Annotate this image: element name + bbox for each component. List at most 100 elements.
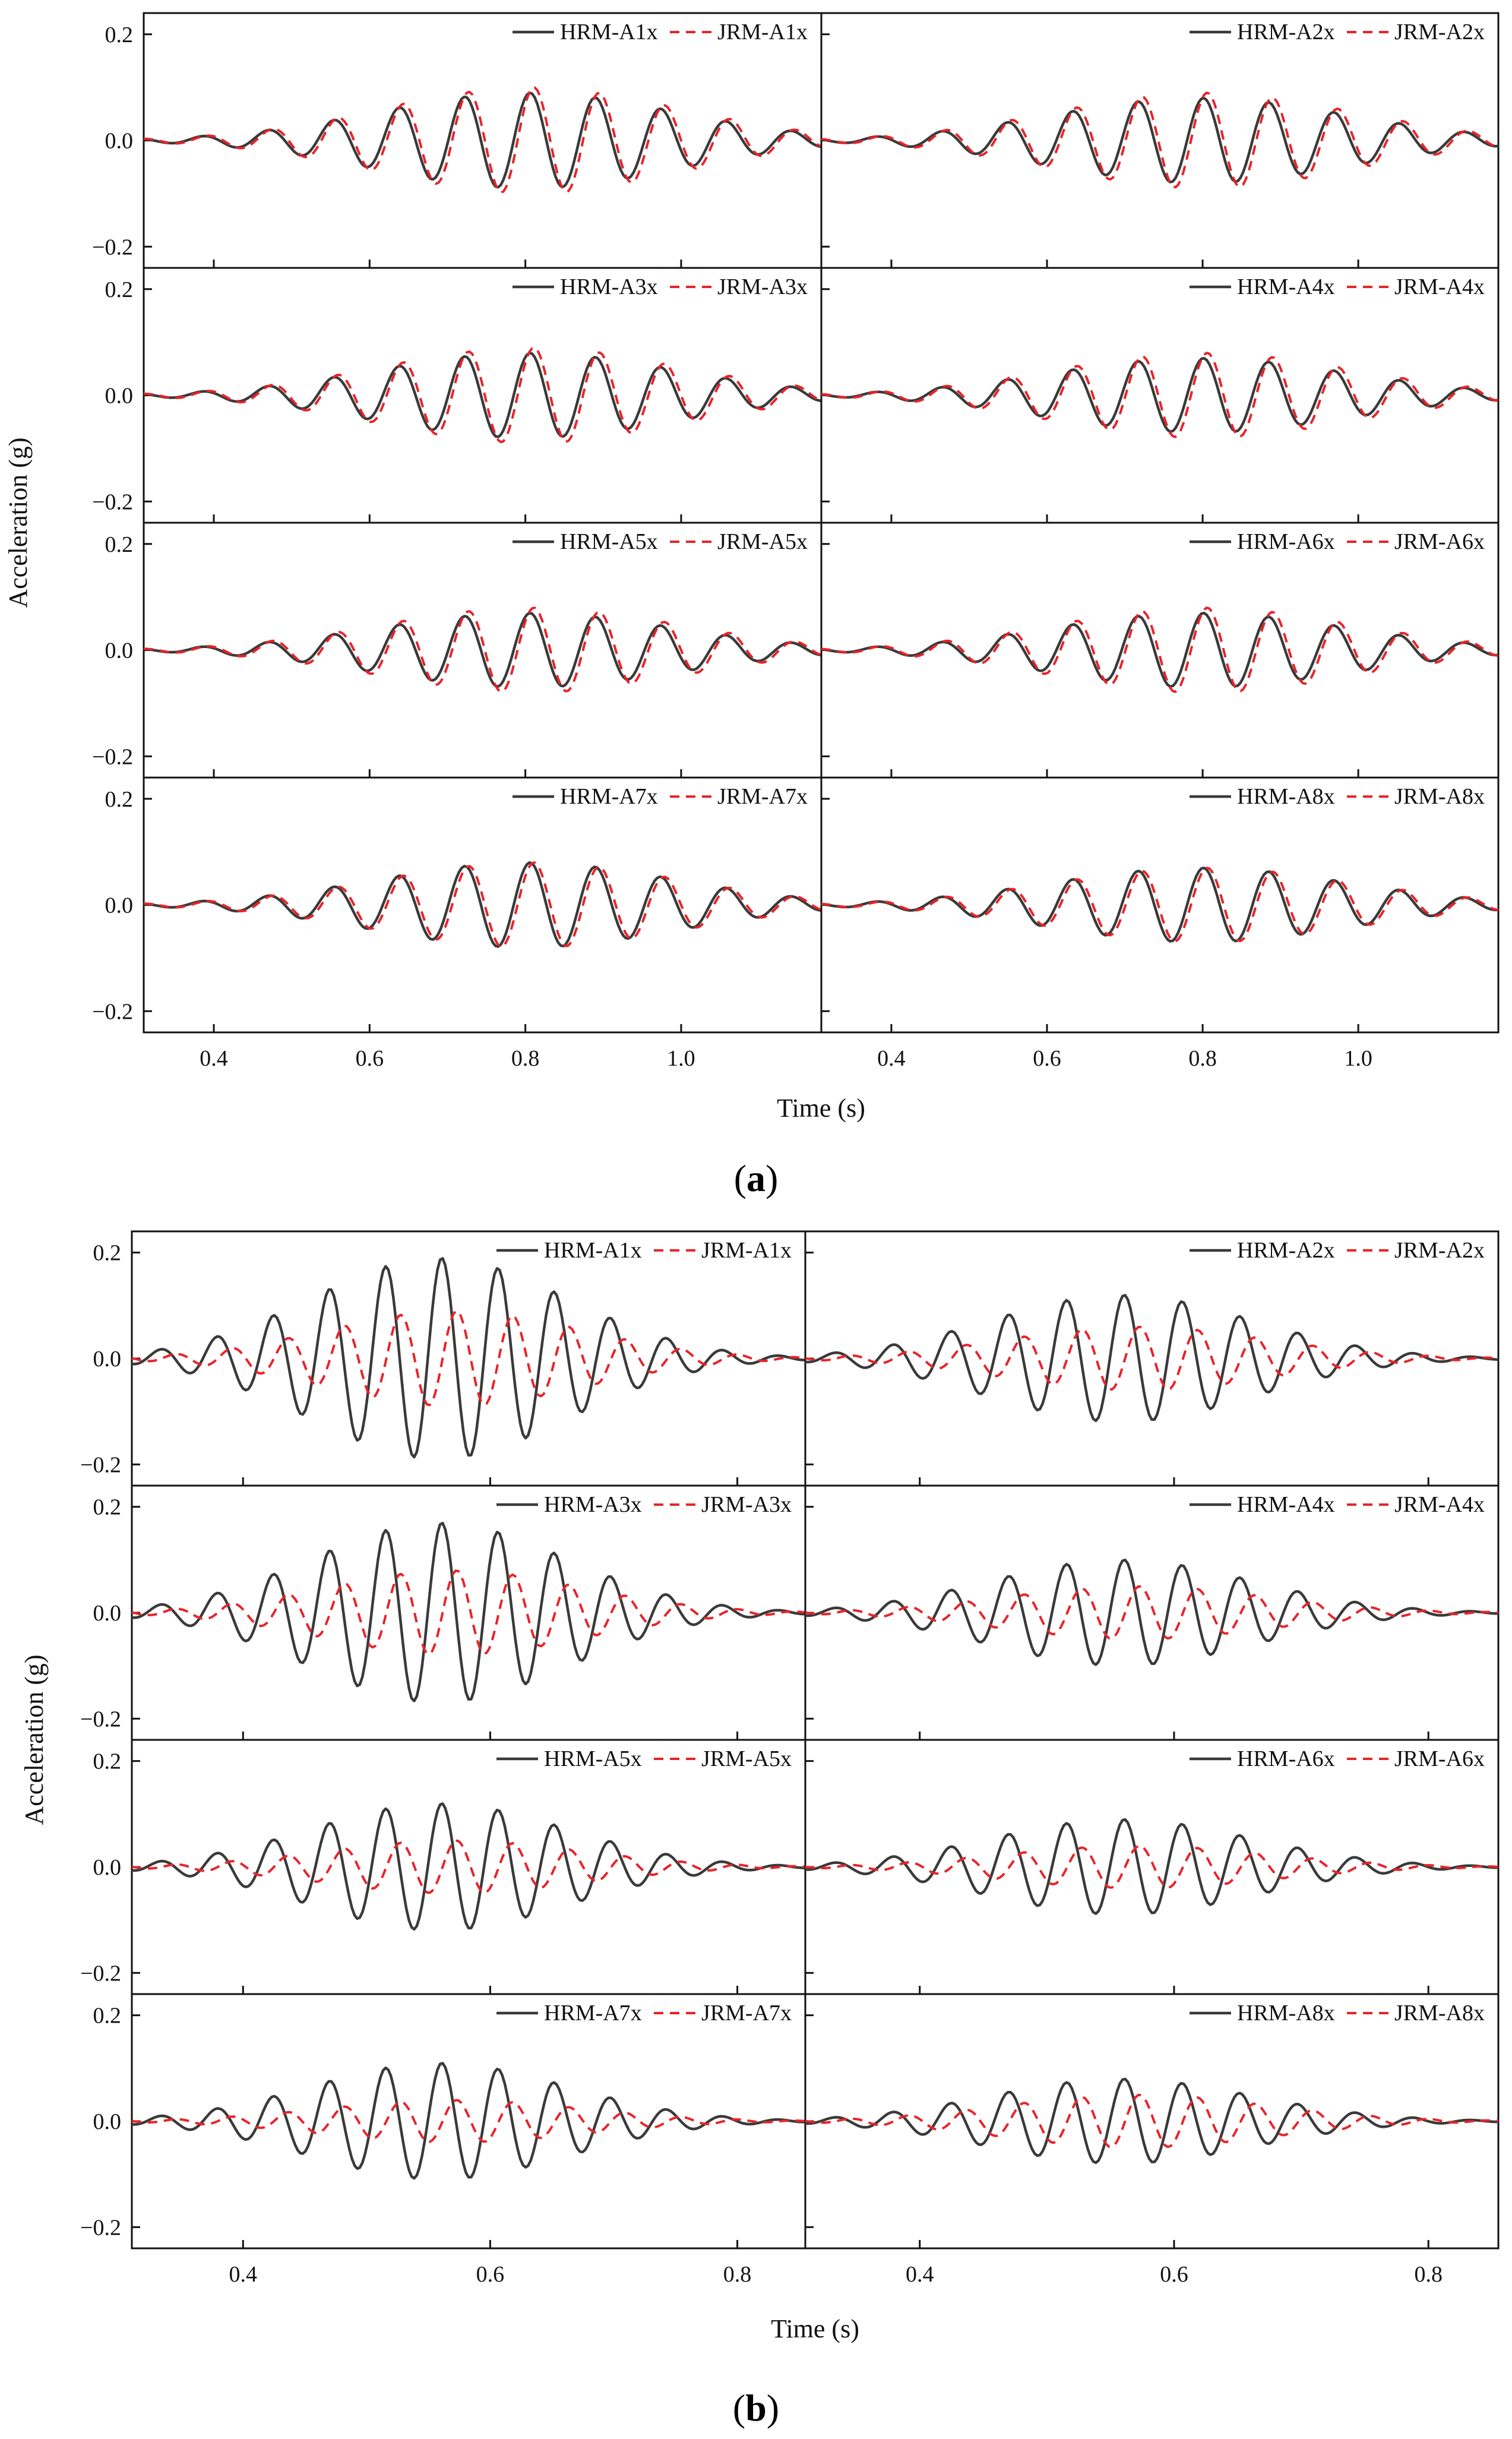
- panel-a-6: HRM-A6x JRM-A6x: [820, 522, 1500, 779]
- panel-a-3: −0.2 0.0 0.2 HRM-A3x JRM-A3x: [92, 267, 823, 524]
- y-tick-label: 0.2: [105, 532, 134, 557]
- legend-label-hrm: HRM-A6x: [1237, 529, 1335, 554]
- legend-label-jrm: JRM-A6x: [1394, 1746, 1485, 1771]
- panel-frame: [143, 522, 823, 779]
- series-line-HRM-A4x: [821, 356, 1499, 433]
- panel-frame: [804, 1484, 1500, 1741]
- x-axis-label: Time (s): [771, 2314, 859, 2343]
- panel-frame: [820, 12, 1500, 269]
- series-line-HRM-A8x: [821, 866, 1499, 943]
- panel-frame: [820, 267, 1500, 524]
- y-tick-label: 0.0: [105, 893, 134, 918]
- legend-label-hrm: HRM-A7x: [560, 784, 658, 809]
- legend-label-hrm: HRM-A3x: [544, 1492, 642, 1517]
- series-line-JRM-A3x: [143, 346, 822, 444]
- legend-label-jrm: JRM-A3x: [717, 274, 808, 299]
- series-line-HRM-A6x: [821, 611, 1499, 688]
- panel-b-4: HRM-A4x JRM-A4x: [804, 1484, 1500, 1741]
- legend-label-jrm: JRM-A1x: [717, 20, 808, 45]
- series-line-JRM-A8x: [821, 867, 1499, 943]
- legend-label-jrm: JRM-A3x: [701, 1492, 792, 1517]
- panel-b-2: HRM-A2x JRM-A2x: [804, 1230, 1500, 1487]
- y-tick-label: 0.2: [93, 1241, 122, 1266]
- x-tick-label: 0.4: [229, 2262, 258, 2287]
- series-line-HRM-A3x: [131, 1521, 806, 1702]
- legend-label-jrm: JRM-A5x: [701, 1746, 792, 1771]
- y-tick-label: 0.2: [93, 1749, 122, 1774]
- y-tick-label: 0.0: [105, 639, 134, 664]
- series-line-JRM-A4x: [821, 352, 1499, 438]
- y-tick-label: 0.0: [93, 1347, 122, 1372]
- series-line-HRM-A3x: [143, 351, 822, 438]
- series-line-JRM-A7x: [143, 861, 822, 948]
- legend-label-hrm: HRM-A4x: [1237, 1492, 1335, 1517]
- series-line-HRM-A4x: [805, 1558, 1499, 1666]
- charts-group: −0.2 0.0 0.2 HRM-A1x JRM-A1x HRM-A2x JRM-A2x −0…: [4, 12, 1500, 2343]
- legend-label-hrm: HRM-A5x: [544, 1746, 642, 1771]
- y-tick-label: 0.2: [93, 1495, 122, 1520]
- series-line-HRM-A7x: [143, 861, 822, 948]
- x-tick-label: 0.6: [1033, 1046, 1061, 1071]
- y-axis-label: Acceleration (g): [4, 437, 33, 608]
- x-axis-label: Time (s): [777, 1094, 865, 1123]
- series-line-HRM-A7x: [131, 2062, 806, 2180]
- legend-label-jrm: JRM-A5x: [717, 529, 808, 554]
- series-line-JRM-A1x: [143, 86, 822, 194]
- y-tick-label: −0.2: [80, 1961, 121, 1986]
- panel-b-7: −0.2 0.0 0.2 0.4 0.6 0.8 HRM-A7x JRM-A7x: [80, 1993, 806, 2287]
- x-tick-label: 0.4: [200, 1046, 228, 1071]
- x-tick-label: 1.0: [667, 1046, 695, 1071]
- panel-frame: [820, 522, 1500, 779]
- x-tick-label: 0.6: [1160, 2262, 1188, 2287]
- series-line-JRM-A8x: [805, 2093, 1499, 2149]
- legend-label-hrm: HRM-A8x: [1237, 784, 1335, 809]
- legend-label-hrm: HRM-A1x: [544, 1238, 642, 1263]
- series-line-JRM-A3x: [131, 1569, 806, 1656]
- y-tick-label: 0.2: [105, 23, 134, 48]
- panel-frame: [131, 1484, 806, 1741]
- panel-frame: [820, 776, 1500, 1034]
- y-tick-label: 0.2: [105, 787, 134, 812]
- y-tick-label: −0.2: [92, 999, 133, 1024]
- series-line-JRM-A6x: [821, 606, 1499, 693]
- series-line-JRM-A1x: [131, 1310, 806, 1407]
- x-tick-label: 0.4: [906, 2262, 934, 2287]
- caption-b-letter: b: [745, 2387, 767, 2429]
- legend-label-jrm: JRM-A2x: [1394, 20, 1485, 45]
- y-tick-label: 0.0: [93, 1855, 122, 1880]
- caption-a: (a): [734, 1157, 779, 1199]
- y-tick-label: −0.2: [80, 1707, 121, 1732]
- series-line-HRM-A1x: [131, 1257, 806, 1459]
- legend-label-jrm: JRM-A2x: [1394, 1238, 1485, 1263]
- y-tick-label: −0.2: [92, 744, 133, 769]
- series-line-JRM-A4x: [805, 1585, 1499, 1640]
- legend-label-hrm: HRM-A2x: [1237, 20, 1335, 45]
- x-tick-label: 0.8: [1188, 1046, 1217, 1071]
- y-tick-label: −0.2: [80, 2215, 121, 2240]
- legend-label-jrm: JRM-A8x: [1394, 784, 1485, 809]
- panel-frame: [804, 1230, 1500, 1487]
- legend-label-jrm: JRM-A4x: [1394, 274, 1485, 299]
- legend-label-hrm: HRM-A5x: [560, 529, 658, 554]
- panel-frame: [143, 267, 823, 524]
- panel-a-7: −0.2 0.0 0.2 0.4 0.6 0.8 1.0 HRM-A7x JRM-A7x: [92, 776, 823, 1071]
- legend-label-hrm: HRM-A1x: [560, 20, 658, 45]
- legend-label-hrm: HRM-A8x: [1237, 2001, 1335, 2026]
- panel-frame: [131, 1739, 806, 1995]
- y-tick-label: 0.0: [105, 384, 134, 409]
- legend-label-jrm: JRM-A7x: [701, 2001, 792, 2026]
- x-tick-label: 0.8: [511, 1046, 540, 1071]
- panel-a-1: −0.2 0.0 0.2 HRM-A1x JRM-A1x: [92, 12, 823, 269]
- y-tick-label: 0.0: [93, 1601, 122, 1626]
- series-line-JRM-A5x: [131, 1839, 806, 1894]
- series-line-JRM-A6x: [805, 1844, 1499, 1889]
- x-tick-label: 0.6: [356, 1046, 384, 1071]
- series-line-HRM-A1x: [143, 91, 822, 189]
- panel-frame: [131, 1230, 806, 1487]
- x-tick-label: 1.0: [1344, 1046, 1372, 1071]
- legend-label-hrm: HRM-A7x: [544, 2001, 642, 2026]
- panel-b-3: −0.2 0.0 0.2 HRM-A3x JRM-A3x: [80, 1484, 806, 1741]
- series-line-JRM-A5x: [143, 606, 822, 693]
- y-tick-label: 0.2: [93, 2004, 122, 2029]
